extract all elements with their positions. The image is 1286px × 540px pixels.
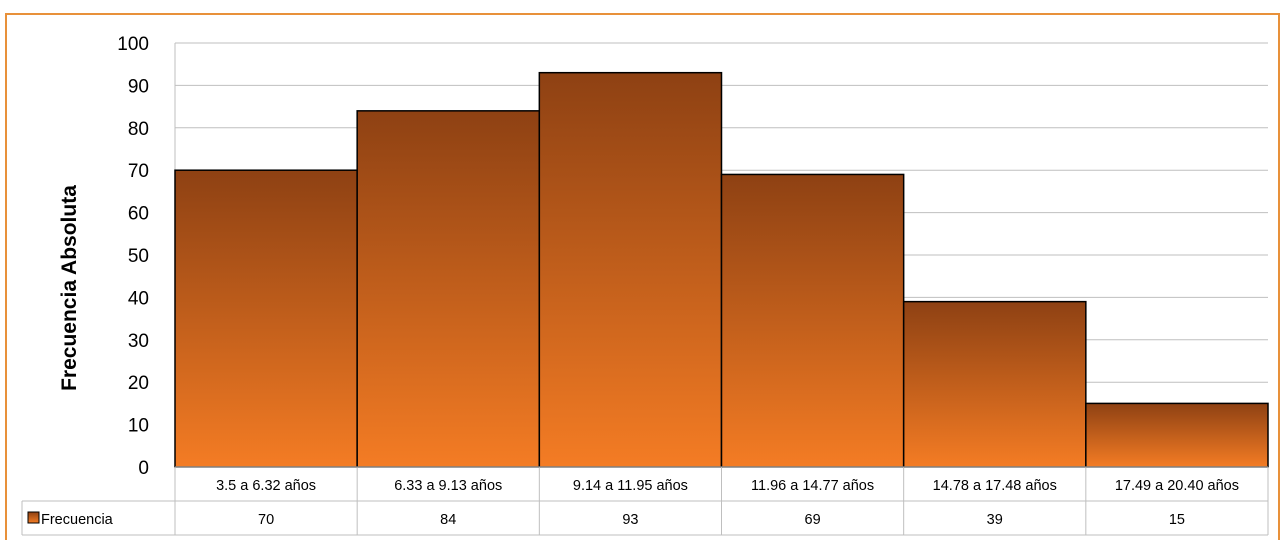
data-value-label: 70 [258,512,274,528]
legend-swatch [27,511,40,524]
y-tick-label: 30 [128,331,149,352]
y-axis-ticks: 0 10 20 30 40 50 60 70 80 90 100 [117,34,149,479]
data-value-label: 15 [1169,512,1185,528]
y-tick-label: 10 [128,416,149,437]
y-tick-label: 0 [138,458,149,479]
x-category-label: 9.14 a 11.95 años [573,478,688,494]
bar [1085,402,1269,468]
data-value-label: 69 [805,512,821,528]
y-tick-label: 40 [128,288,149,309]
data-value-label: 39 [987,512,1003,528]
bar [356,110,541,468]
x-category-label: 3.5 a 6.32 años [216,478,316,494]
x-category-label: 14.78 a 17.48 años [933,478,1057,494]
bar [174,169,358,468]
bar [720,173,905,468]
y-tick-label: 20 [128,373,149,394]
x-category-label: 11.96 a 14.77 años [751,478,874,494]
data-value-label: 93 [622,512,638,528]
data-value-label: 84 [440,512,456,528]
x-category-label: 6.33 a 9.13 años [394,478,502,494]
y-tick-label: 60 [128,204,149,225]
y-tick-label: 90 [128,76,149,97]
bar [538,71,723,468]
bar [902,300,1087,468]
data-table: 3.5 a 6.32 años 6.33 a 9.13 años 9.14 a 11… [21,466,1269,536]
legend-label: Frecuencia [41,512,114,528]
y-axis-label: Frecuencia Absoluta [58,185,81,391]
bars [174,71,1269,468]
y-tick-label: 50 [128,246,149,267]
y-tick-label: 100 [117,34,149,55]
y-tick-label: 80 [128,119,149,140]
y-tick-label: 70 [128,161,149,182]
x-category-label: 17.49 a 20.40 años [1115,478,1239,494]
